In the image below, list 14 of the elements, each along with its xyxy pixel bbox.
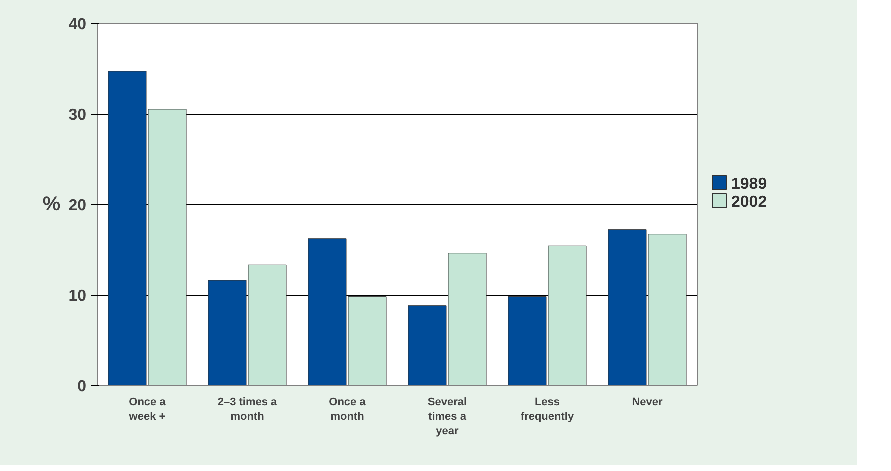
x-tick-label: Several times a year (428, 396, 468, 438)
y-tick-label: 40 (68, 16, 87, 34)
x-tick-label: Once a week + (128, 396, 167, 423)
x-tick-label: Less frequently (520, 396, 575, 423)
y-tick-label: 30 (68, 107, 87, 124)
legend-label: 2002 (732, 194, 768, 211)
legend-label: 1989 (732, 176, 768, 193)
y-axis-title: % (42, 194, 61, 216)
y-tick-label: 20 (68, 198, 87, 214)
x-tick-label: 2–3 times a month (218, 396, 278, 423)
x-tick-label: Once a month (329, 396, 367, 423)
y-tick-label: 0 (78, 378, 87, 396)
x-tick-label: Never (632, 396, 664, 408)
y-tick-label: 10 (68, 288, 87, 305)
